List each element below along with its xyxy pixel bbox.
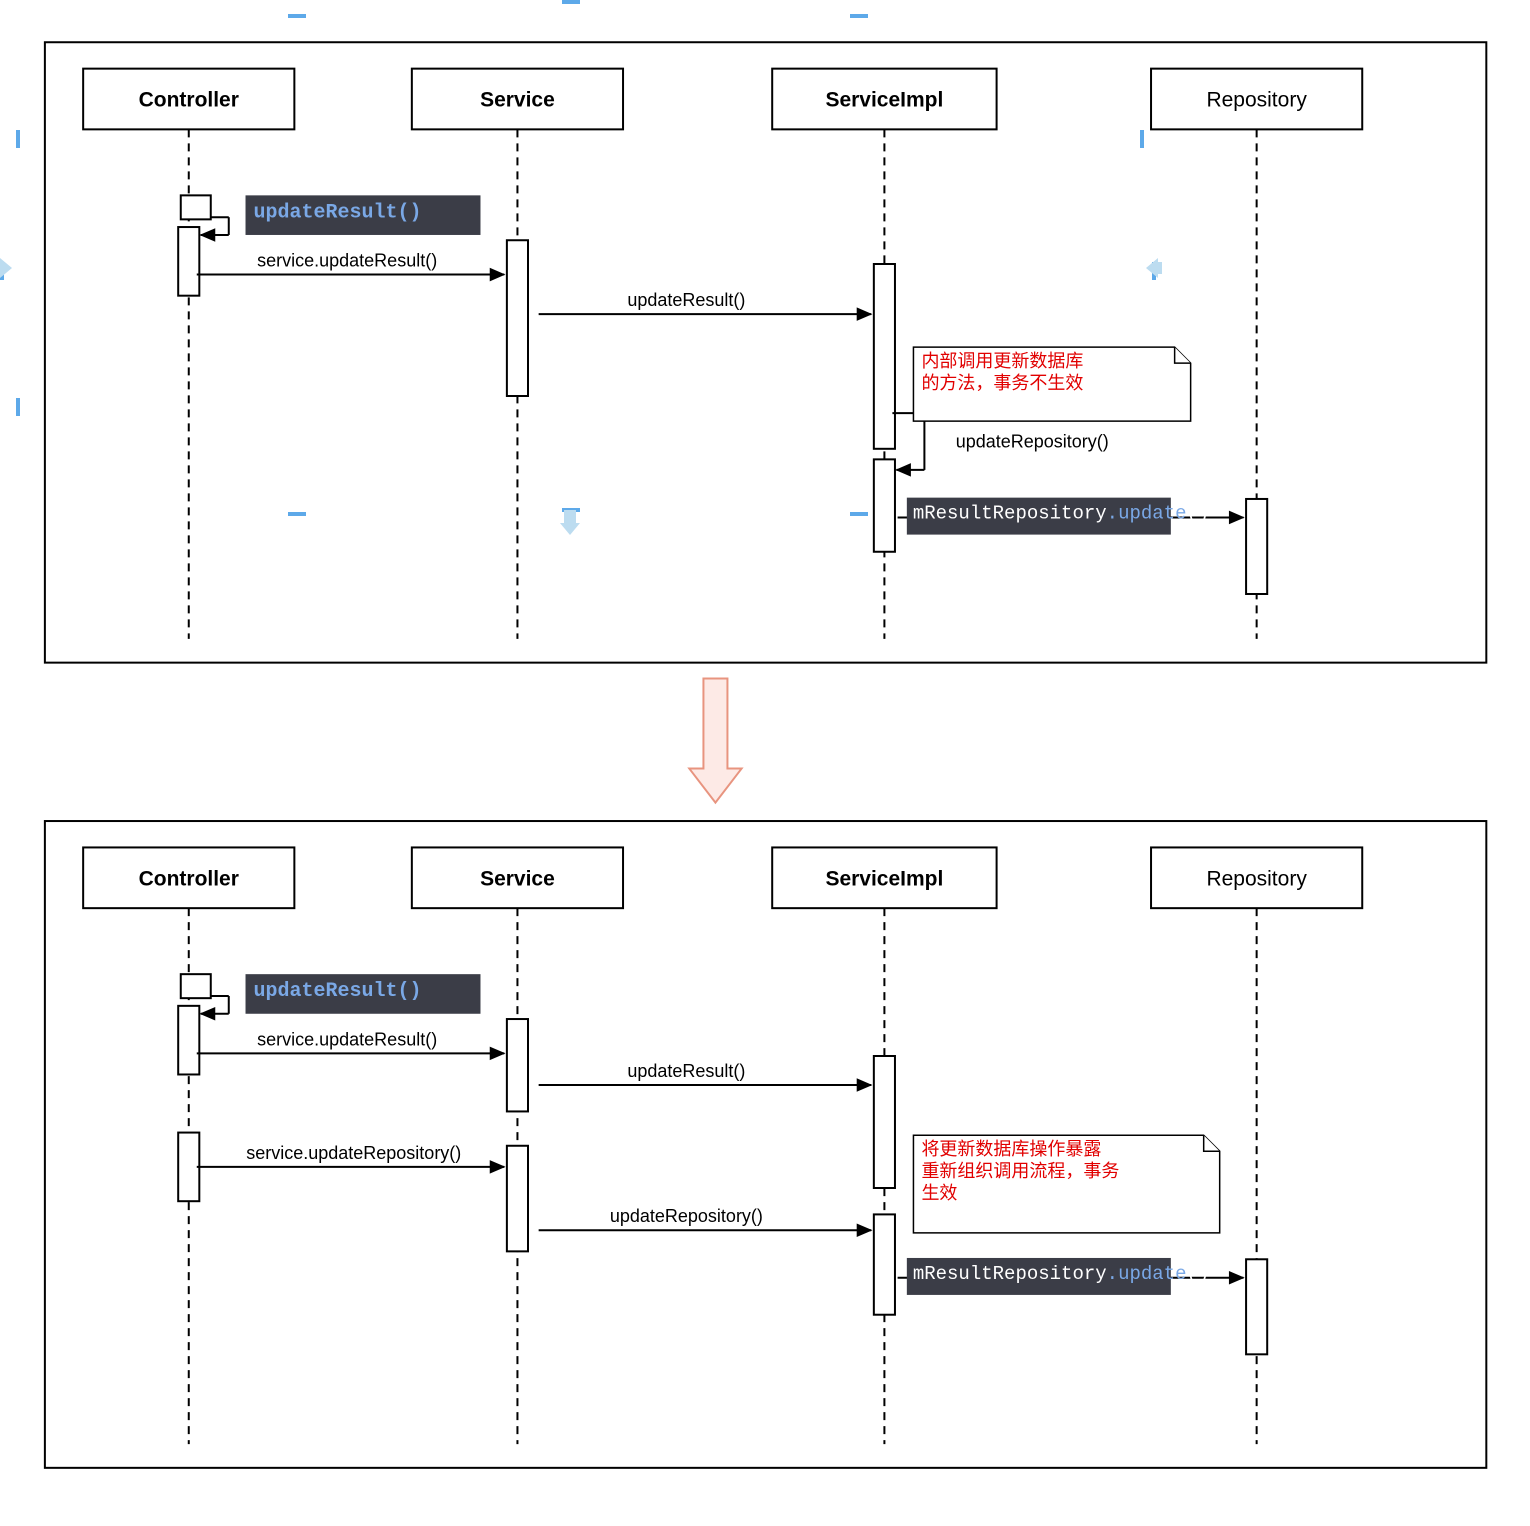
message-label: service.updateResult() bbox=[257, 251, 437, 271]
activation-bar bbox=[507, 1146, 528, 1252]
activation-bar bbox=[1246, 1259, 1267, 1354]
participant-label: ServiceImpl bbox=[825, 89, 943, 112]
svg-text:的方法，事务不生效: 的方法，事务不生效 bbox=[921, 373, 1083, 393]
transition-arrow bbox=[689, 678, 741, 802]
participant-label: Service bbox=[480, 867, 555, 890]
message-label: service.updateResult() bbox=[257, 1029, 437, 1049]
message-label: updateRepository() bbox=[610, 1206, 763, 1226]
method-label: updateResult() bbox=[254, 201, 422, 224]
svg-text:生效: 生效 bbox=[921, 1183, 957, 1203]
method-label: updateResult() bbox=[254, 980, 422, 1003]
sequence-frame bbox=[45, 42, 1486, 662]
svg-text:重新组织调用流程，事务: 重新组织调用流程，事务 bbox=[921, 1161, 1119, 1181]
participant-label: Controller bbox=[139, 89, 239, 112]
diagram-canvas: Controller Service ServiceImpl Repository up… bbox=[0, 0, 1530, 1526]
message-label: updateResult() bbox=[627, 1061, 745, 1081]
activation-bar bbox=[874, 459, 895, 551]
message-label: service.updateRepository() bbox=[246, 1143, 461, 1163]
activation-bar bbox=[874, 1214, 895, 1314]
activation-bar bbox=[178, 1006, 199, 1075]
participant-label: Controller bbox=[139, 867, 239, 890]
activation-bar bbox=[178, 1133, 199, 1202]
participant-label: Repository bbox=[1206, 89, 1307, 112]
participant-label: ServiceImpl bbox=[825, 867, 943, 890]
activation-bar bbox=[1246, 499, 1267, 594]
activation-bar bbox=[874, 1056, 895, 1188]
activation-bar bbox=[178, 227, 199, 296]
message-label: updateResult() bbox=[627, 290, 745, 310]
svg-text:将更新数据库操作暴露: 将更新数据库操作暴露 bbox=[921, 1139, 1101, 1159]
activation-bar bbox=[507, 240, 528, 396]
participant-label: Service bbox=[480, 89, 555, 112]
activation-bar bbox=[874, 264, 895, 449]
activation-bar bbox=[507, 1019, 528, 1111]
participant-label: Repository bbox=[1206, 867, 1307, 890]
message-label: updateRepository() bbox=[956, 431, 1109, 451]
repo-call-label: mResultRepository.update() bbox=[913, 1263, 1209, 1285]
svg-text:内部调用更新数据库: 内部调用更新数据库 bbox=[921, 351, 1083, 371]
repo-call-label: mResultRepository.update() bbox=[913, 503, 1209, 525]
